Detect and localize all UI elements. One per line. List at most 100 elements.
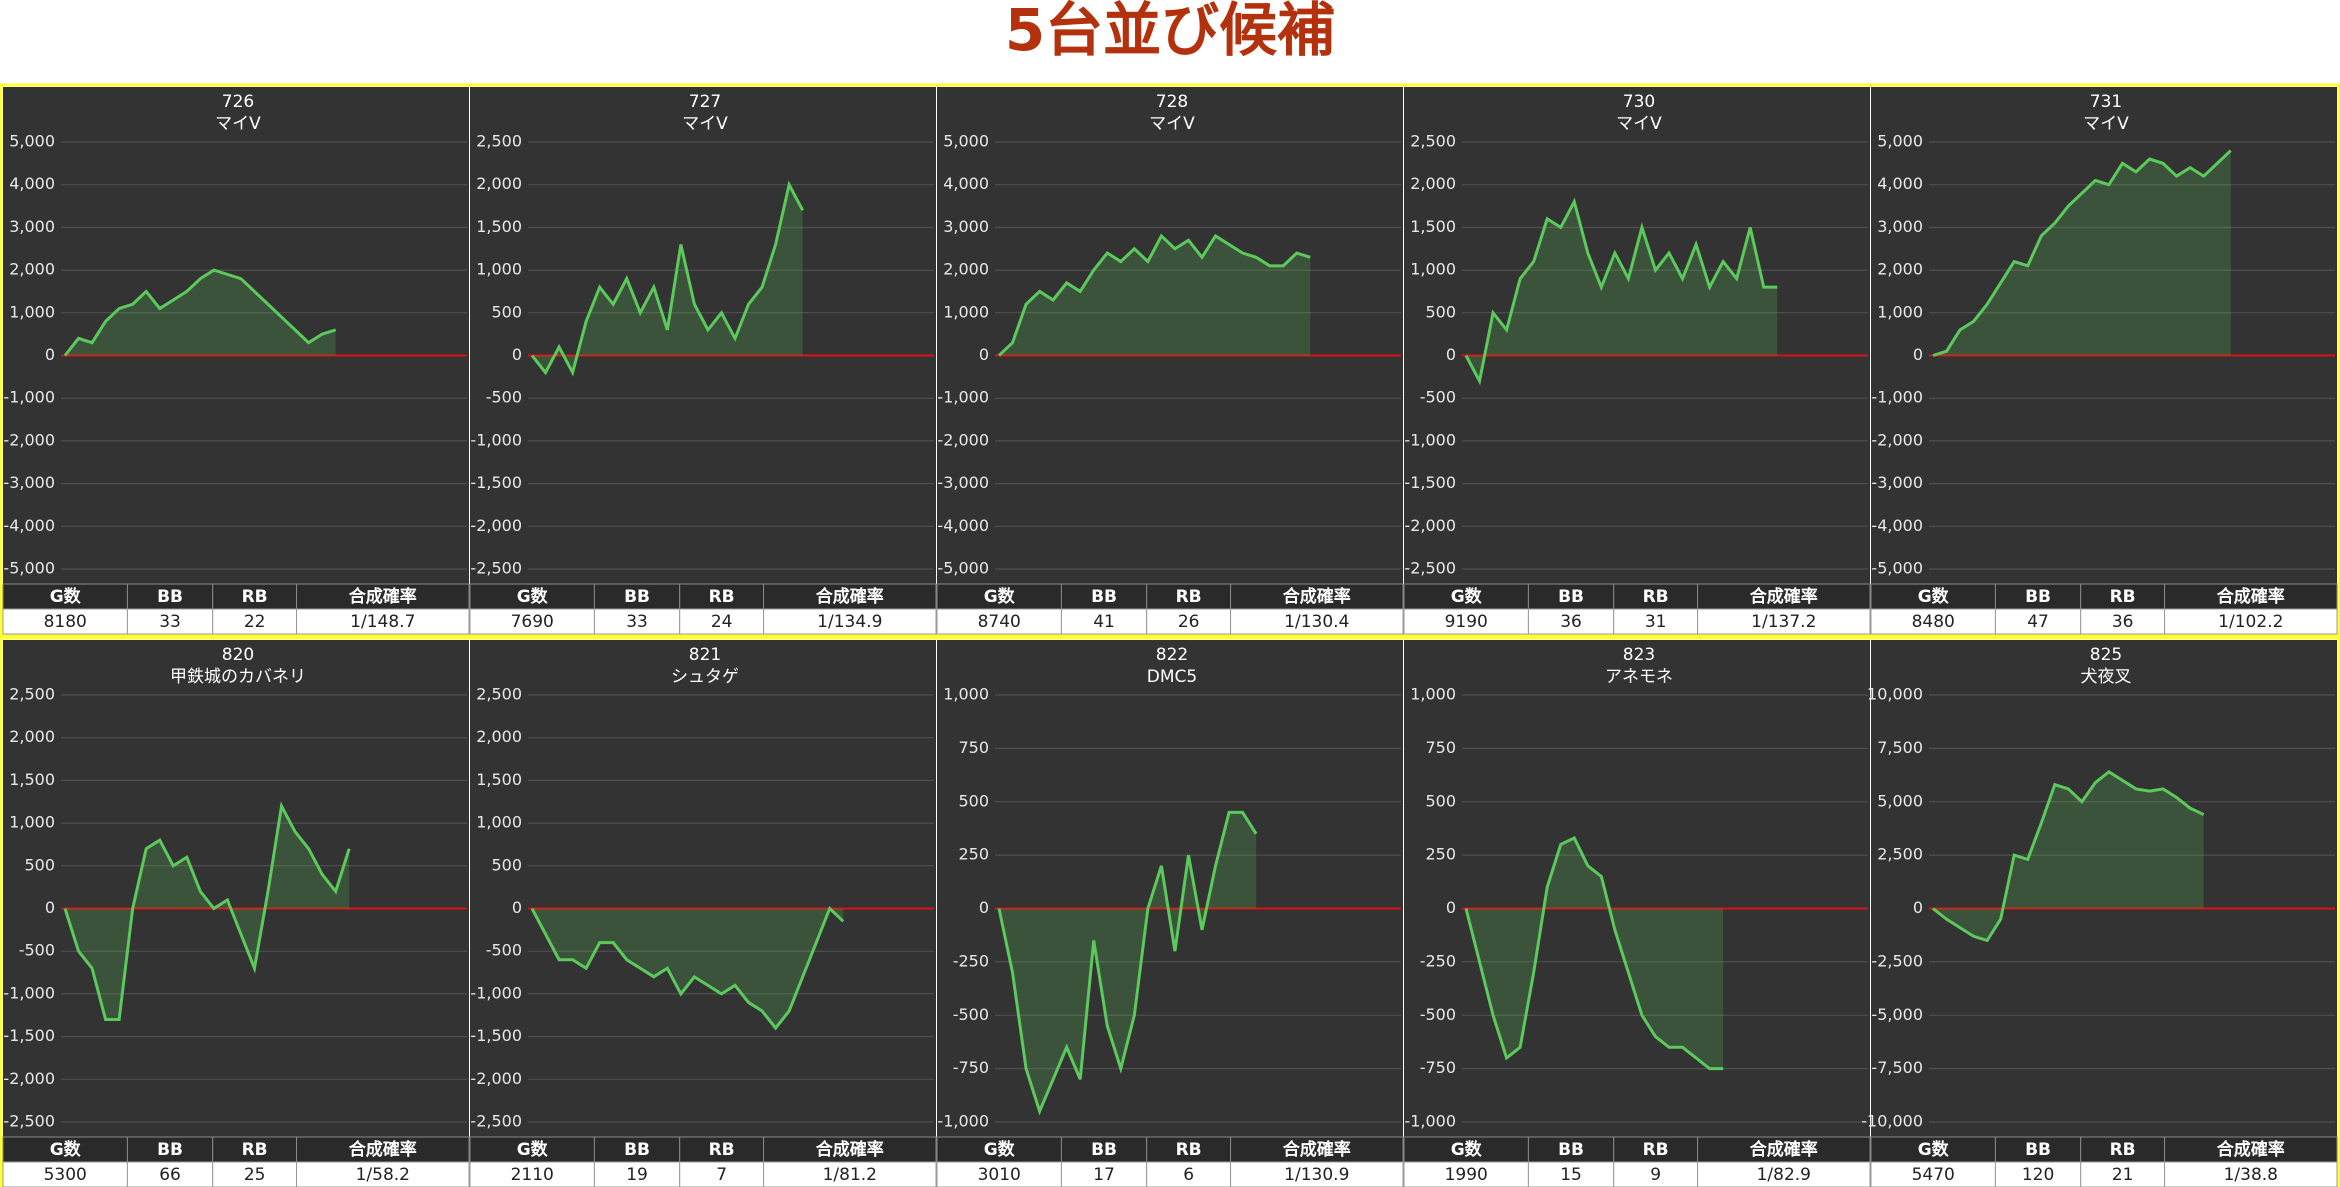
table-header-cell [2164, 583, 2338, 610]
panel-bg [3, 87, 469, 634]
table-header: 合成確率 [2217, 1139, 2285, 1160]
row-frame [0, 636, 2340, 1187]
table-cell [2164, 1161, 2338, 1187]
line [997, 810, 1258, 1116]
table-cell [679, 608, 765, 635]
table-value: 41 [1093, 612, 1115, 632]
table-value: 25 [244, 1165, 266, 1185]
table-value: 66 [159, 1165, 181, 1185]
y-tick-label: 3,000 [1877, 217, 1923, 236]
y-tick-label: 1,000 [9, 302, 55, 321]
line [1932, 770, 2205, 943]
table-header-cell [936, 583, 1062, 610]
panel-subtitle: マイV [682, 114, 728, 134]
table-cell [212, 608, 298, 635]
y-tick-label: 1,500 [1410, 217, 1456, 236]
table-header: RB [242, 1140, 268, 1160]
panel-subtitle: マイV [2083, 114, 2129, 134]
table-value: 21 [2112, 1165, 2134, 1185]
table-value: 1/130.9 [1284, 1165, 1349, 1185]
table-header: G数 [984, 1139, 1016, 1160]
y-tick-label: 2,500 [9, 685, 55, 704]
area [65, 806, 350, 1020]
table-value: 1/82.9 [1757, 1165, 1811, 1185]
y-tick-label: -5,000 [1871, 559, 1923, 578]
table-cell [296, 608, 470, 635]
panel-title: 823 [1623, 645, 1655, 665]
table-value: 33 [159, 612, 181, 632]
area [1933, 771, 2204, 941]
panel-bg [1404, 640, 1870, 1187]
table-header: RB [242, 587, 268, 607]
table-header-cell [1060, 583, 1148, 610]
y-tick-label: -2,000 [470, 1069, 522, 1088]
y-tick-label: 3,000 [943, 217, 989, 236]
table-header-cell [593, 1136, 681, 1163]
table-value: 1/38.8 [2224, 1165, 2278, 1185]
table-value: 1/102.2 [2218, 612, 2283, 632]
table-header: 合成確率 [1750, 1139, 1818, 1160]
panel-subtitle: DMC5 [1147, 667, 1197, 687]
table-value: 3010 [978, 1165, 1021, 1185]
table-cell [1697, 608, 1871, 635]
y-tick-label: 1,000 [1410, 685, 1456, 704]
table-cell [212, 1161, 298, 1187]
panel-bg [470, 87, 936, 634]
table-value: 31 [1645, 612, 1667, 632]
y-tick-label: -10,000 [1861, 1112, 1923, 1131]
y-tick-label: -500 [1420, 1005, 1456, 1024]
table-header: 合成確率 [1283, 1139, 1351, 1160]
y-tick-label: 1,500 [476, 770, 522, 789]
panel-subtitle: マイV [1616, 114, 1662, 134]
table-header: G数 [50, 1139, 82, 1160]
table-header-cell [679, 583, 765, 610]
table-header-cell [1060, 1136, 1148, 1163]
line [1464, 197, 1778, 386]
panel-title: 820 [222, 645, 254, 665]
table-header: BB [624, 587, 650, 607]
table-value: 1990 [1445, 1165, 1488, 1185]
y-tick-label: 3,000 [9, 217, 55, 236]
panel-title: 821 [689, 645, 721, 665]
line [1932, 149, 2232, 357]
table-value: 1/134.9 [817, 612, 882, 632]
table-cell [1613, 608, 1699, 635]
y-tick-label: -250 [953, 951, 989, 970]
y-tick-label: -2,000 [937, 430, 989, 449]
table-value: 19 [626, 1165, 648, 1185]
y-tick-label: -1,000 [1404, 430, 1456, 449]
table-value: 9190 [1445, 612, 1488, 632]
page-title: 5台並び候補 [1005, 0, 1335, 64]
table-cell [1994, 1161, 2082, 1187]
table-cell [2, 1161, 128, 1187]
table-header: 合成確率 [816, 1139, 884, 1160]
table-header-cell [212, 583, 298, 610]
panel-title: 730 [1623, 92, 1655, 112]
y-tick-label: -1,000 [937, 388, 989, 407]
table-value: 5300 [44, 1165, 87, 1185]
table-cell [126, 1161, 214, 1187]
table-header: RB [1643, 587, 1669, 607]
y-tick-label: 2,500 [476, 132, 522, 151]
y-tick-label: -2,500 [1404, 559, 1456, 578]
table-header-cell [126, 583, 214, 610]
y-tick-label: 0 [1913, 345, 1923, 364]
y-tick-label: -1,000 [3, 388, 55, 407]
y-tick-label: 0 [979, 898, 989, 917]
area [999, 812, 1257, 1112]
table-header: RB [709, 587, 735, 607]
y-tick-label: 750 [1425, 738, 1456, 757]
table-cell [1527, 608, 1615, 635]
table-header: BB [157, 587, 183, 607]
y-tick-label: -3,000 [3, 473, 55, 492]
table-value: 1/137.2 [1751, 612, 1816, 632]
table-value: 8740 [978, 612, 1021, 632]
table-value: 24 [711, 612, 733, 632]
table-value: 8180 [44, 612, 87, 632]
y-tick-label: 1,500 [9, 770, 55, 789]
y-tick-label: 4,000 [1877, 174, 1923, 193]
table-header: BB [2025, 587, 2051, 607]
table-value: 36 [2112, 612, 2134, 632]
